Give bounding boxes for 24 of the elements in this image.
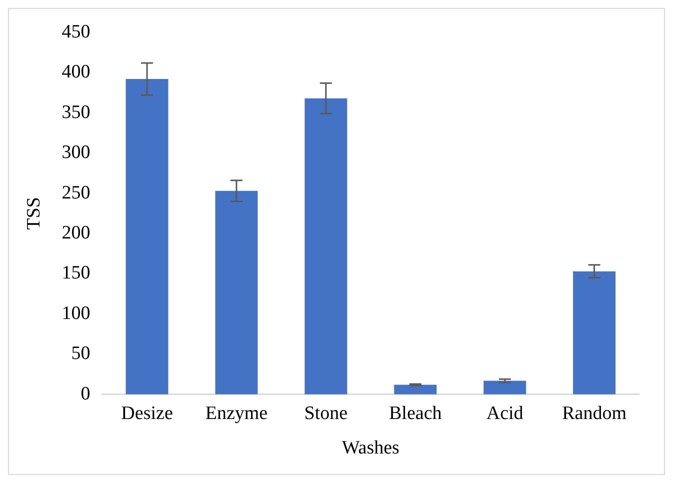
y-tick-label: 0 [80, 383, 90, 404]
x-tick-label: Stone [304, 402, 348, 424]
x-tick-label: Random [562, 402, 627, 424]
y-tick-label: 350 [62, 102, 90, 123]
x-axis-title: Washes [342, 438, 400, 459]
x-tick-label: Acid [486, 402, 524, 424]
y-tick-label: 250 [62, 182, 90, 204]
bar [394, 384, 437, 394]
bar [484, 380, 526, 394]
y-axis-title: TSS [23, 197, 44, 230]
bar [304, 98, 348, 394]
x-tick-label: Enzyme [205, 402, 268, 424]
y-tick-label: 100 [62, 302, 90, 324]
x-tick-label: Bleach [388, 402, 442, 424]
y-tick-label: 400 [62, 62, 90, 83]
bar [126, 79, 168, 394]
y-tick-label: 300 [62, 142, 90, 164]
y-tick-label: 200 [62, 222, 90, 244]
y-tick-label: 450 [62, 21, 90, 42]
y-tick-label: 150 [62, 262, 90, 284]
bar [573, 271, 616, 394]
bar [215, 190, 258, 394]
y-tick-label: 50 [71, 343, 90, 364]
x-tick-label: Desize [121, 402, 173, 424]
